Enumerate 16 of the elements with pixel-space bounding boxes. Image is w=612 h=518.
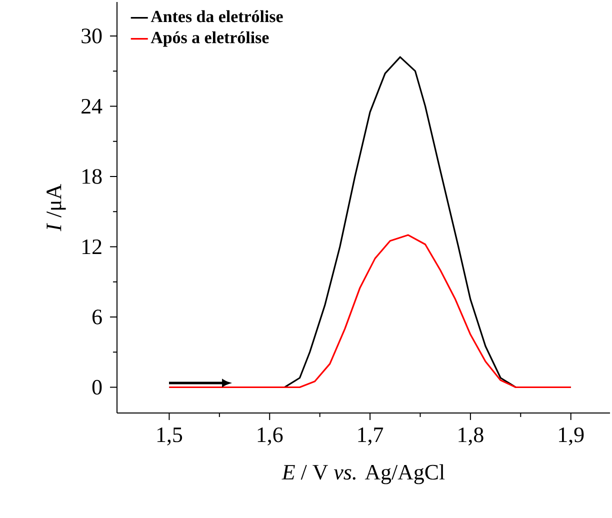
x-axis-title: E / V vs. Ag/AgCl xyxy=(282,464,445,484)
x-tick-label: 1,8 xyxy=(458,427,484,446)
legend-label: Após a eletrólise xyxy=(150,31,269,47)
y-tick-label: 18 xyxy=(82,169,102,184)
x-tick-label: 1,5 xyxy=(157,427,182,446)
line-series xyxy=(168,234,572,388)
y-tick-label: 30 xyxy=(82,28,102,44)
y-axis-title: I /μA xyxy=(46,184,66,232)
x-tick-label: 1,9 xyxy=(559,427,584,446)
y-tick-label: 12 xyxy=(82,239,102,254)
y-tick-label: 0 xyxy=(92,380,102,395)
y-tick-label: 24 xyxy=(82,98,102,114)
legend-label: Antes da eletrólise xyxy=(150,10,283,22)
x-tick-label: 1,6 xyxy=(258,427,283,446)
x-tick-label: 1,7 xyxy=(358,427,384,446)
y-tick-label: 6 xyxy=(92,310,102,324)
